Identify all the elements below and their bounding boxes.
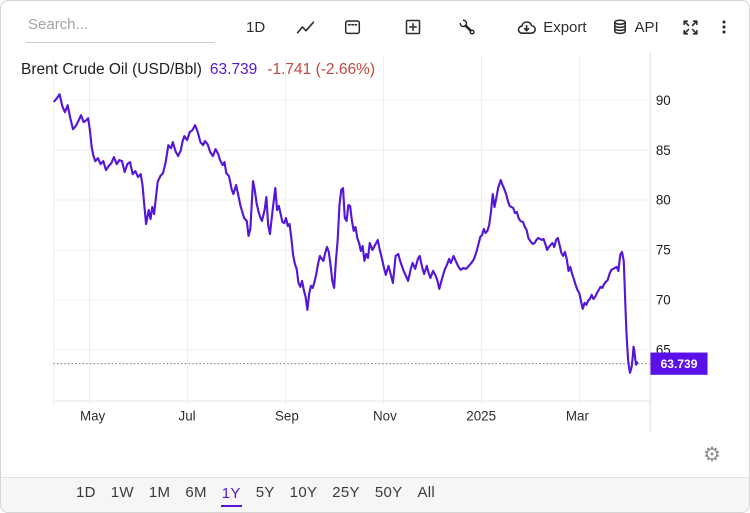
x-axis-labels: May Jul Sep Nov 2025 Mar (80, 409, 589, 424)
api-button[interactable]: API (611, 18, 659, 36)
search-input[interactable] (26, 11, 215, 43)
range-5y[interactable]: 5Y (255, 484, 275, 501)
plus-square-icon (405, 19, 421, 35)
settings-gear-icon[interactable]: ⚙ (703, 444, 721, 466)
range-50y[interactable]: 50Y (374, 484, 403, 501)
api-label: API (634, 18, 659, 36)
range-1y-active[interactable]: 1Y (220, 483, 242, 507)
calendar-button[interactable] (343, 18, 362, 36)
svg-text:May: May (80, 409, 106, 424)
tools-button[interactable] (458, 18, 476, 36)
range-25y[interactable]: 25Y (332, 484, 360, 501)
toolbar: 1D (1, 1, 749, 53)
svg-text:Nov: Nov (373, 409, 397, 424)
expand-icon (683, 19, 698, 35)
line-chart-type-button[interactable] (296, 19, 315, 36)
svg-text:63.739: 63.739 (661, 357, 698, 371)
svg-text:85: 85 (656, 143, 671, 158)
export-button[interactable]: Export (516, 18, 587, 36)
cloud-download-icon (517, 20, 537, 34)
instrument-title: Brent Crude Oil (USD/Bbl) (21, 61, 202, 78)
gridlines (53, 54, 650, 406)
kebab-menu-icon (722, 20, 726, 34)
range-1d[interactable]: 1D (76, 484, 96, 501)
svg-text:80: 80 (656, 193, 671, 208)
database-icon (613, 19, 626, 35)
range-1m[interactable]: 1M (148, 484, 171, 501)
svg-text:75: 75 (656, 243, 671, 258)
range-10y[interactable]: 10Y (289, 484, 318, 501)
calendar-icon (345, 20, 361, 35)
range-selector-bar: 1D 1W 1M 6M 1Y 5Y 10Y 25Y 50Y All (1, 477, 749, 512)
svg-text:2025: 2025 (466, 409, 496, 424)
export-label: Export (543, 18, 587, 36)
last-price: 63.739 (209, 61, 258, 78)
chart-header: Brent Crude Oil (USD/Bbl) 63.739 -1.741 (-… (21, 61, 375, 79)
current-price-badge: 63.739 (650, 352, 708, 375)
svg-text:Jul: Jul (179, 409, 196, 424)
line-chart-icon (296, 20, 315, 34)
svg-text:Sep: Sep (275, 409, 299, 424)
fullscreen-button[interactable] (681, 18, 700, 37)
interval-selector[interactable]: 1D (246, 18, 266, 36)
wrench-icon (459, 19, 475, 35)
range-all[interactable]: All (417, 484, 436, 501)
price-change: -1.741 (-2.66%) (267, 61, 376, 78)
chart-area[interactable]: 90 85 80 75 70 65 May Jul Sep Nov 2025 Mar 63.739 (1, 53, 750, 479)
add-compare-button[interactable] (404, 18, 422, 36)
price-line-series[interactable] (53, 93, 639, 374)
svg-text:Mar: Mar (566, 409, 590, 424)
range-1w[interactable]: 1W (110, 484, 134, 501)
range-6m[interactable]: 6M (185, 484, 207, 501)
svg-text:70: 70 (656, 293, 671, 308)
more-options-button[interactable] (720, 18, 728, 36)
svg-text:90: 90 (656, 93, 671, 108)
